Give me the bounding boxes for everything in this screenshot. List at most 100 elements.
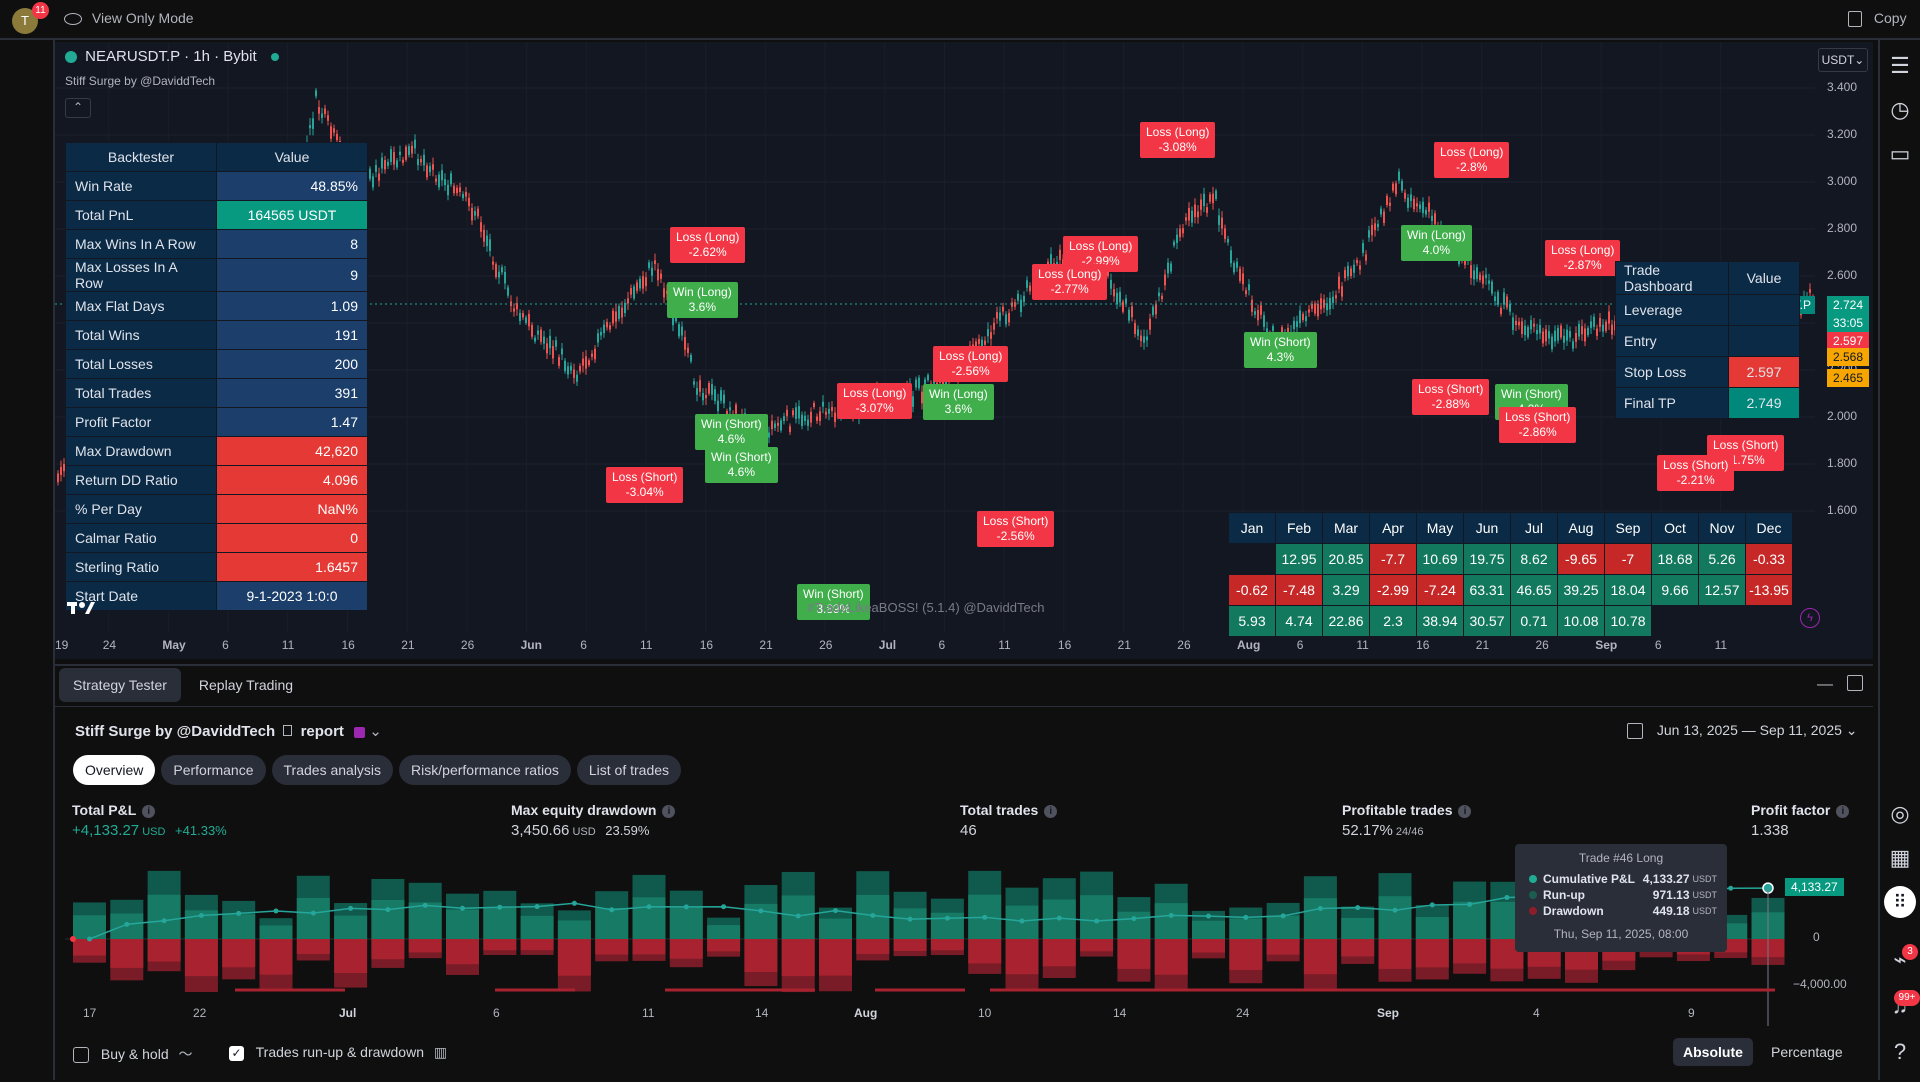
absolute-toggle[interactable]: Absolute [1673, 1038, 1753, 1066]
candle-body [1377, 223, 1379, 228]
watchlist-icon[interactable]: ☰ [1890, 53, 1910, 78]
runup-bar-inner [446, 909, 479, 939]
candle-body [1047, 261, 1049, 267]
backtester-row: Total PnL 164565 USDT [65, 200, 368, 230]
candle-body [594, 348, 596, 360]
info-icon[interactable]: i [1044, 804, 1058, 818]
trade-label-title: Win (Short) [711, 450, 772, 464]
buy-hold-option[interactable]: Buy & hold 〜 [73, 1044, 193, 1064]
runup-bar-inner [1192, 920, 1225, 939]
candle-body [1173, 241, 1175, 246]
equity-chart[interactable] [55, 856, 1873, 1036]
price-chart[interactable]: NEARUSDT.P · 1h · Bybit Stiff Surge by @… [55, 42, 1873, 659]
trade-label: Win (Long) 3.6% [667, 282, 738, 318]
time-tick-label: Sep [1595, 638, 1618, 652]
date-range-selector[interactable]: Jun 13, 2025 — Sep 11, 2025 ⌄ [1627, 722, 1858, 740]
tab-replay-trading[interactable]: Replay Trading [198, 677, 294, 693]
pnl-point [87, 936, 92, 942]
price-tick-label: 1.600 [1827, 503, 1858, 517]
candle-body [567, 366, 569, 375]
currency-selector[interactable]: USDT⌄ [1818, 48, 1868, 72]
trade-label-percent: -2.62% [688, 245, 727, 259]
trade-label-percent: 4.6% [727, 465, 756, 479]
backtester-key: Total Trades [65, 378, 217, 408]
candle-body [1431, 215, 1433, 221]
candle-body [996, 312, 998, 319]
maximize-icon[interactable] [1847, 675, 1863, 691]
calendar-icon[interactable]: ▦ [1889, 845, 1911, 870]
copy-button[interactable]: Copy [1848, 10, 1907, 28]
info-icon[interactable]: i [1836, 804, 1850, 818]
candle-body [924, 379, 926, 385]
calendar-icon [1627, 723, 1643, 740]
pnl-point [571, 900, 577, 906]
runup-checkbox[interactable]: ✓ [229, 1045, 244, 1061]
time-tick-label: 16 [699, 638, 714, 652]
runup-bar-inner [147, 894, 181, 939]
subtab-list-of-trades[interactable]: List of trades [576, 755, 682, 785]
time-tick-label: 26 [1535, 638, 1549, 652]
pnl-point [1355, 905, 1361, 911]
pnl-point [1429, 902, 1435, 908]
candle-body [1134, 323, 1136, 334]
candle-body [1161, 295, 1163, 300]
candle-body [540, 329, 542, 342]
chat-icon[interactable]: ▭ [1889, 141, 1911, 166]
subtab-trades-analysis[interactable]: Trades analysis [271, 755, 394, 785]
equity-time-label: 4 [1533, 1006, 1540, 1020]
backtester-value: 4.096 [216, 465, 368, 495]
candle-body [1533, 323, 1535, 327]
collapse-legend-button[interactable]: ⌃ [65, 98, 91, 118]
candle-body [1212, 193, 1214, 204]
report-header[interactable]: Stiff Surge by @DaviddTech report ⌄ [75, 722, 382, 740]
runup-option[interactable]: ✓ Trades run-up & drawdown ▥ [229, 1044, 447, 1061]
info-icon[interactable]: i [1458, 804, 1472, 818]
minimize-icon[interactable]: — [1817, 676, 1833, 693]
apps-grid-icon[interactable]: ⠿ [1884, 886, 1916, 918]
view-only-button[interactable]: View Only Mode [64, 10, 194, 26]
subtab-performance[interactable]: Performance [161, 755, 266, 785]
target-icon[interactable]: ◎ [1890, 801, 1910, 826]
candle-body [1560, 325, 1562, 338]
candle-body [714, 389, 716, 402]
time-tick-label: 26 [819, 638, 833, 652]
buy-hold-checkbox[interactable] [73, 1047, 89, 1064]
clock-icon[interactable]: ◷ [1890, 97, 1910, 122]
info-icon[interactable]: i [142, 804, 156, 818]
trade-label: Win (Short) 3.89% [797, 584, 870, 620]
symbol-title[interactable]: NEARUSDT.P · 1h · Bybit [65, 48, 279, 65]
candle-body [798, 406, 800, 419]
line-chart-icon: 〜 [178, 1046, 193, 1062]
drawdown-bar-inner [1005, 939, 1039, 975]
candle-body [450, 173, 452, 185]
subtab-risk-ratios[interactable]: Risk/performance ratios [399, 755, 571, 785]
candle-body [1257, 309, 1259, 321]
tab-strategy-tester[interactable]: Strategy Tester [59, 668, 181, 702]
price-axis[interactable]: 3.4003.2003.0002.8002.6002.4002.2002.000… [1817, 42, 1873, 659]
percentage-toggle[interactable]: Percentage [1771, 1044, 1843, 1060]
candle-body [1488, 280, 1490, 284]
help-icon[interactable]: ? [1893, 1039, 1907, 1064]
candle-body [1419, 204, 1421, 209]
lightning-icon[interactable]: ϟ [1800, 608, 1820, 628]
candle-body [369, 168, 371, 179]
trade-label-percent: -3.08% [1158, 140, 1197, 154]
candle-body [327, 115, 329, 121]
backtester-value: 1.47 [216, 407, 368, 437]
candle-body [1341, 286, 1343, 297]
candle-body [444, 179, 446, 186]
backtester-key: Total Losses [65, 349, 217, 379]
alerts-badge: 3 [1902, 944, 1918, 960]
subtab-overview[interactable]: Overview [73, 755, 156, 785]
trade-label-title: Loss (Long) [1038, 267, 1102, 281]
time-tick-label: 6 [938, 638, 946, 652]
candle-body [801, 414, 803, 427]
info-icon[interactable]: i [662, 804, 676, 818]
indicator-label[interactable]: Stiff Surge by @DaviddTech [65, 74, 216, 88]
backtester-row: Total Losses 200 [65, 349, 368, 379]
time-axis[interactable]: 19 24 May 6 11 16 21 26 Jun 6 11 16 21 26 Jul 6 11 16 21 26… [55, 638, 1815, 658]
tooltip-date: Thu, Sep 11, 2025, 08:00 [1553, 927, 1689, 941]
trade-label: Win (Short) 4.3% [1244, 332, 1317, 368]
candle-body [1422, 201, 1424, 214]
candle-body [990, 332, 992, 339]
